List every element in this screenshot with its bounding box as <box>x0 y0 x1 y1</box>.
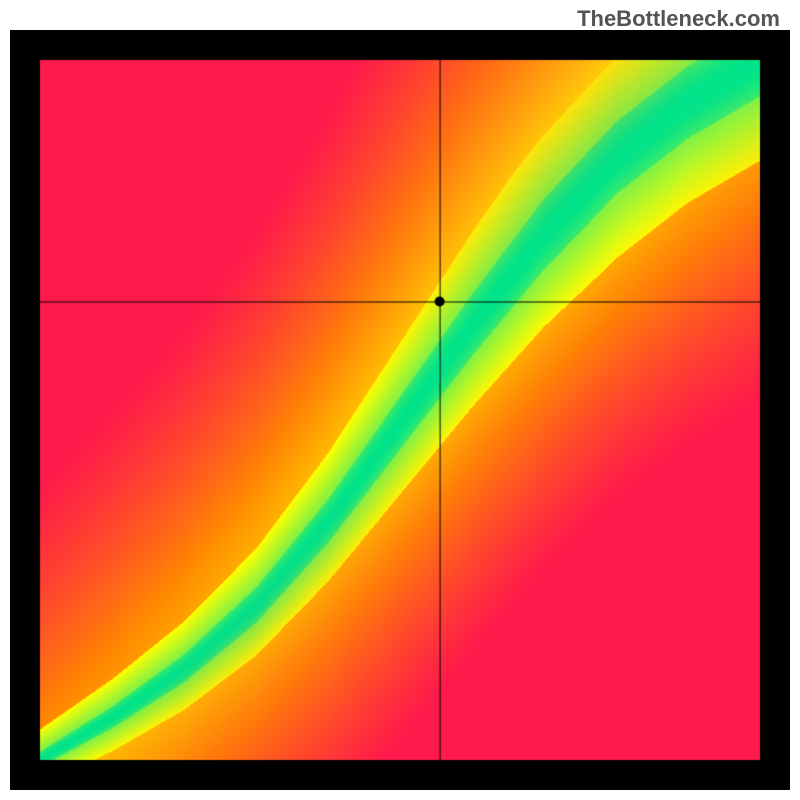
watermark-text: TheBottleneck.com <box>577 6 780 32</box>
chart-container: TheBottleneck.com <box>0 0 800 800</box>
heatmap-canvas <box>0 0 800 800</box>
